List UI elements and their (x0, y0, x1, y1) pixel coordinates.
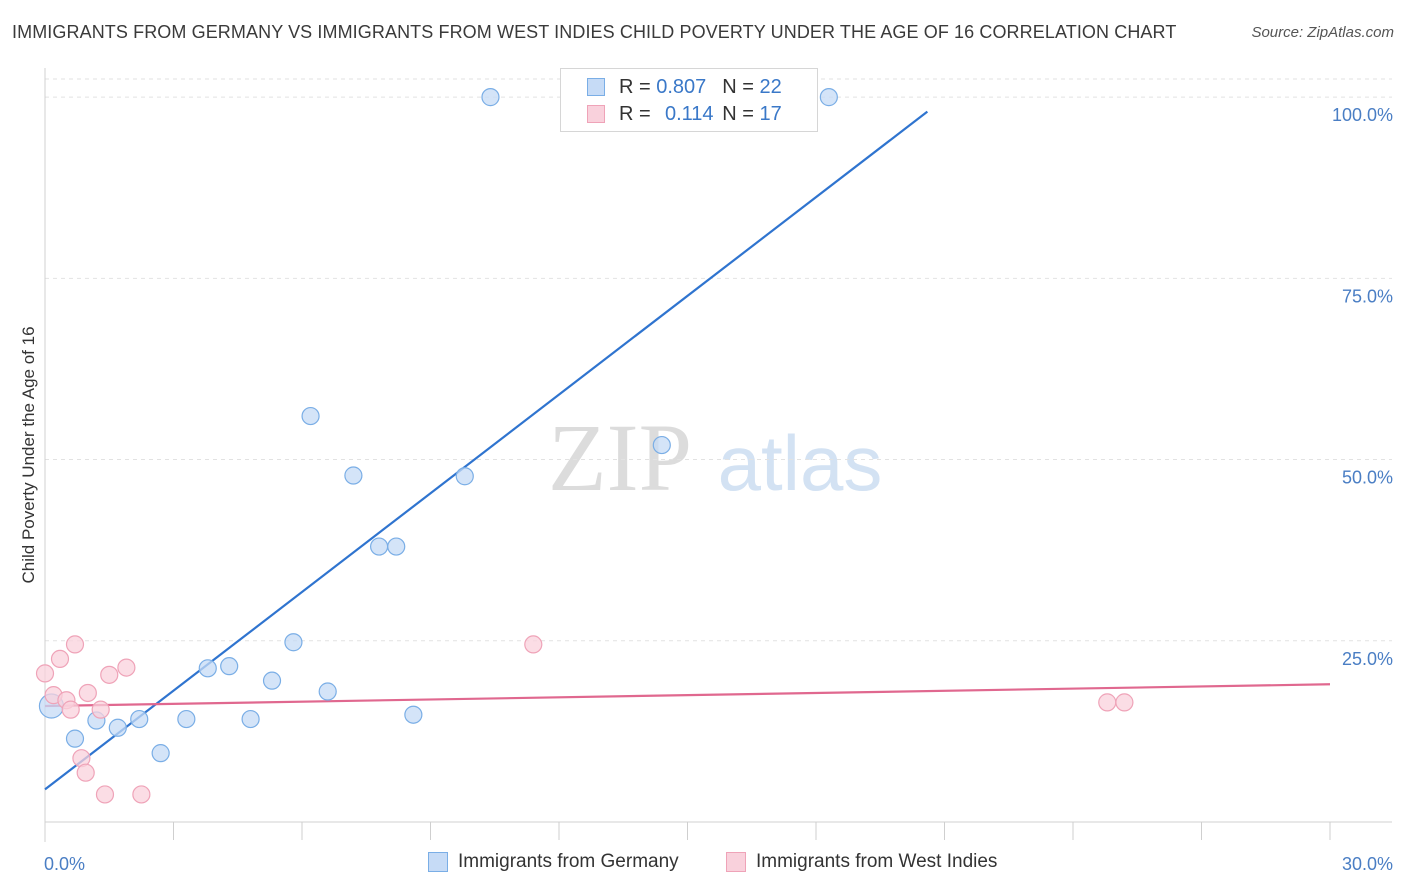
legend-swatch-west-indies (587, 105, 605, 123)
point-series-1-4 (61, 700, 80, 719)
point-series-0-7 (198, 659, 217, 678)
x-tick-label-1: 30.0% (1342, 854, 1393, 874)
zipatlas-watermark: ZIP atlas (548, 404, 882, 511)
legend-row-west-indies: R = 0.114 N = 17 (587, 101, 782, 127)
point-series-0-9 (241, 709, 260, 729)
watermark-zip: ZIP (548, 404, 692, 511)
point-series-1-7 (76, 763, 95, 782)
point-series-0-11 (284, 633, 303, 652)
chart-title: IMMIGRANTS FROM GERMANY VS IMMIGRANTS FR… (12, 22, 1177, 42)
point-series-1-10 (95, 785, 115, 804)
tick-labels: 25.0% 50.0% 75.0% 100.0% 0.0% 30.0% (44, 105, 1393, 874)
y-tick-label-0: 25.0% (1342, 649, 1393, 669)
point-series-1-12 (117, 658, 136, 677)
stats-legend: R = 0.807 N = 22 R = 0.114 N = 17 (560, 68, 818, 132)
point-series-0-19 (481, 88, 500, 107)
bottom-legend-label-germany: Immigrants from Germany (458, 851, 679, 872)
gridlines (45, 78, 1392, 642)
watermark-atlas: atlas (718, 419, 883, 507)
legend-n-value-germany: 22 (759, 75, 782, 98)
point-series-0-3 (108, 718, 127, 737)
bottom-legend-west-indies: Immigrants from West Indies (726, 851, 997, 873)
point-series-0-20 (652, 435, 671, 455)
y-tick-label-3: 100.0% (1332, 105, 1393, 125)
point-series-0-21 (819, 88, 838, 107)
point-series-1-16 (1115, 693, 1134, 712)
point-series-0-6 (177, 709, 196, 729)
point-series-1-11 (100, 665, 119, 684)
legend-r-value-west-indies: 0.114 (664, 102, 714, 125)
point-series-0-4 (130, 709, 149, 729)
point-series-0-10 (262, 671, 282, 690)
legend-n-label: N = (722, 102, 754, 125)
point-series-1-5 (65, 635, 85, 654)
point-series-1-2 (50, 649, 70, 669)
y-axis-label: Child Poverty Under the Age of 16 (19, 326, 38, 583)
point-series-1-9 (91, 700, 110, 719)
point-series-0-16 (387, 537, 406, 556)
trend-line-1 (44, 683, 1331, 708)
y-tick-label-1: 50.0% (1342, 468, 1393, 488)
bottom-legend-swatch-west-indies (726, 852, 746, 872)
point-series-1-8 (78, 683, 97, 703)
trend-line-0 (44, 110, 929, 791)
point-series-1-13 (132, 785, 151, 804)
legend-n-label: N = (722, 75, 754, 98)
point-series-0-17 (404, 705, 423, 724)
legend-swatch-germany (587, 78, 605, 96)
point-series-0-13 (318, 682, 337, 701)
y-tick-label-2: 75.0% (1342, 286, 1393, 306)
point-series-0-8 (220, 657, 239, 676)
legend-r-value-germany: 0.807 (656, 75, 707, 98)
points-layer (35, 88, 1134, 804)
legend-n-value-west-indies: 17 (759, 102, 782, 125)
point-series-0-14 (344, 466, 363, 485)
point-series-0-1 (65, 729, 85, 748)
point-series-0-12 (301, 406, 320, 426)
point-series-1-0 (35, 664, 55, 683)
point-series-0-15 (370, 537, 389, 556)
bottom-legend-label-west-indies: Immigrants from West Indies (756, 851, 998, 872)
x-tick-label-0: 0.0% (44, 854, 85, 874)
point-series-1-14 (524, 635, 543, 654)
bottom-legend-germany: Immigrants from Germany (428, 851, 679, 873)
point-series-1-15 (1098, 693, 1117, 712)
bottom-legend-swatch-germany (428, 852, 448, 872)
point-series-0-5 (151, 744, 170, 763)
legend-r-label: R = (619, 75, 651, 98)
trend-lines (44, 110, 1331, 791)
legend-row-germany: R = 0.807 N = 22 (587, 74, 782, 100)
legend-r-label: R = (619, 102, 651, 125)
chart-source: Source: ZipAtlas.com (1251, 24, 1394, 41)
point-series-0-18 (455, 467, 474, 486)
